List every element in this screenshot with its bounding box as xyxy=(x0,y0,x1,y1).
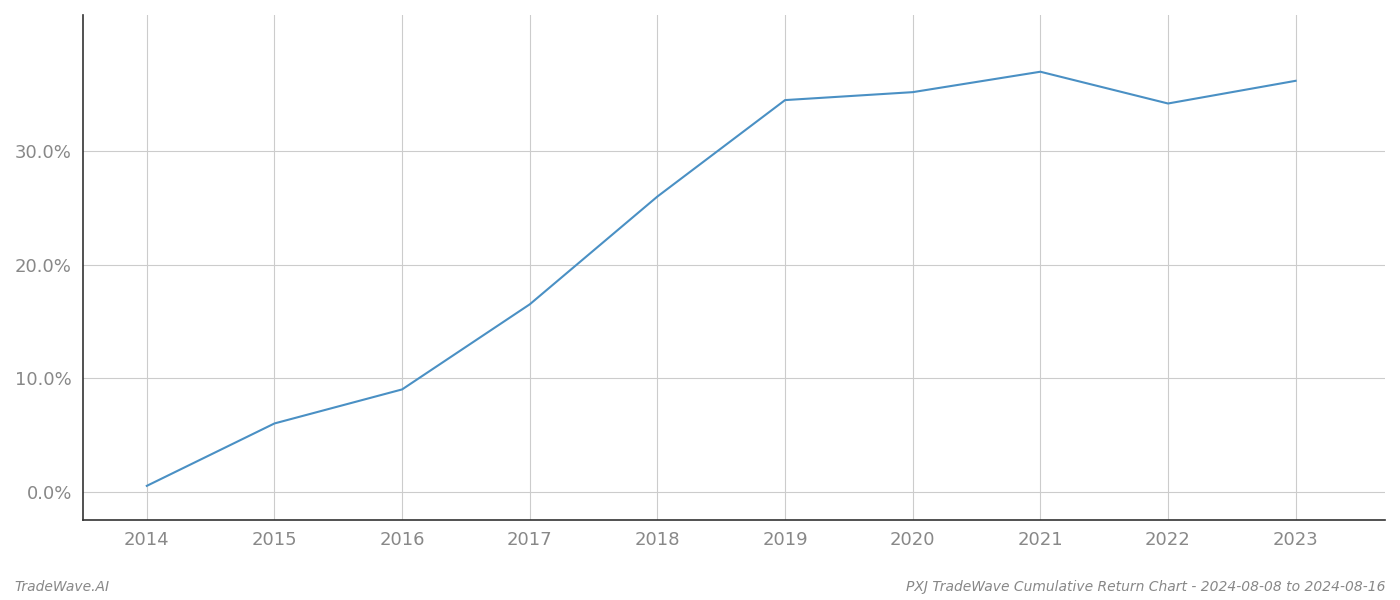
Text: TradeWave.AI: TradeWave.AI xyxy=(14,580,109,594)
Text: PXJ TradeWave Cumulative Return Chart - 2024-08-08 to 2024-08-16: PXJ TradeWave Cumulative Return Chart - … xyxy=(907,580,1386,594)
